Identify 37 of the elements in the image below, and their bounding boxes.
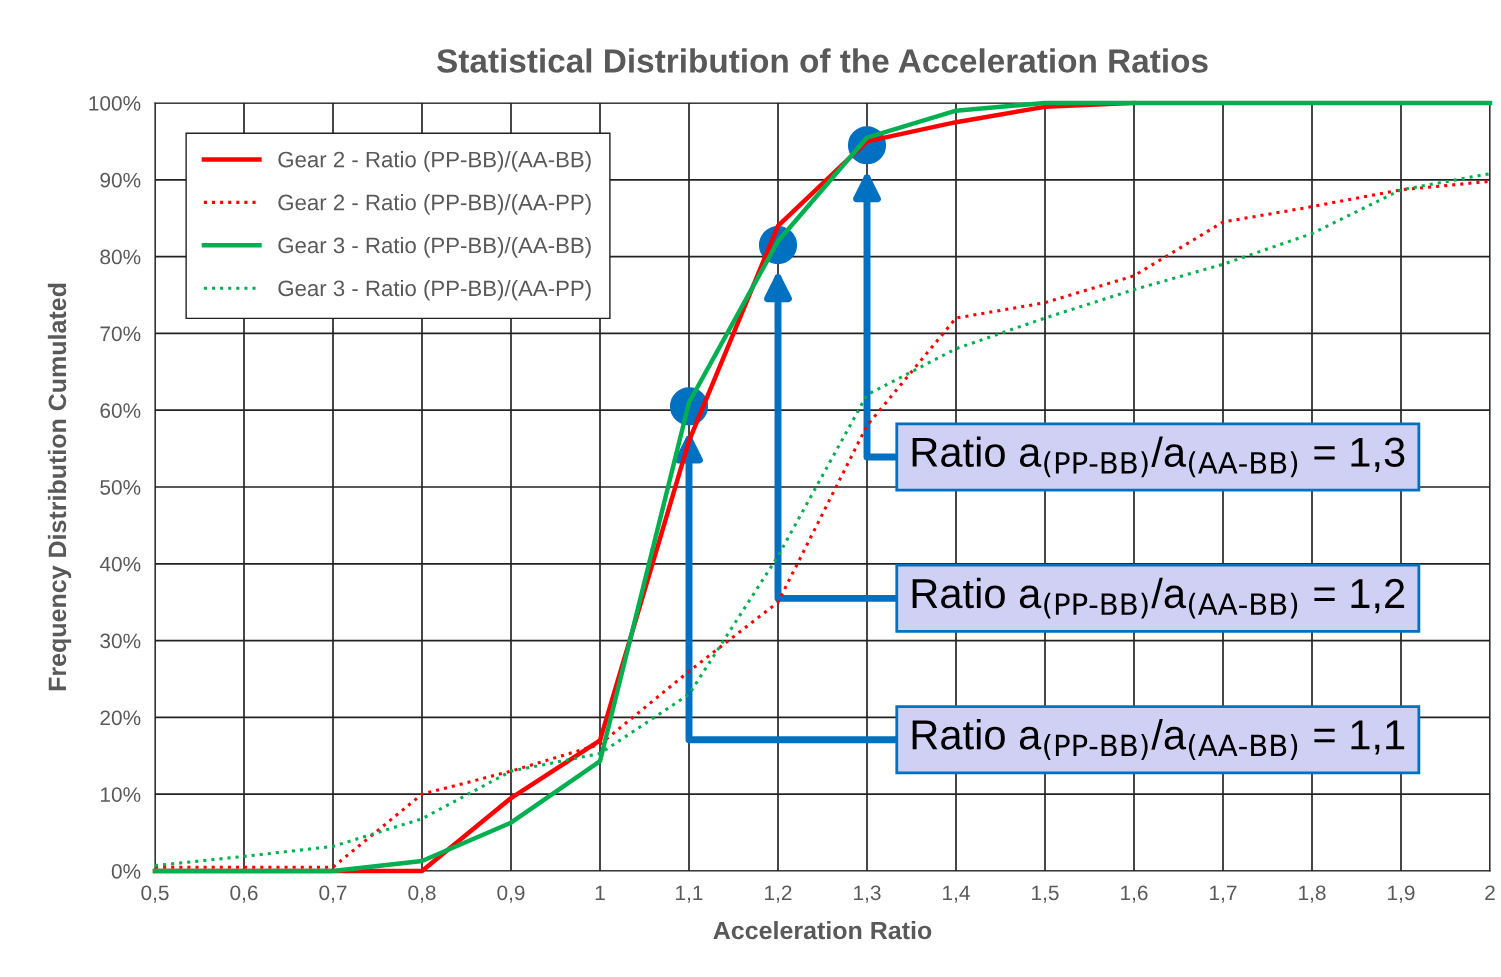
x-tick-label: 1,2 bbox=[765, 885, 792, 903]
y-tick-label: 10% bbox=[101, 787, 141, 802]
y-tick-label: 40% bbox=[99, 556, 141, 572]
y-tick-label: 20% bbox=[100, 710, 141, 726]
x-tick-label: 1,4 bbox=[943, 885, 970, 903]
y-tick-label: 90% bbox=[100, 172, 141, 188]
legend-label: Gear 3 - Ratio (PP-BB)/(AA-BB) bbox=[278, 236, 591, 258]
x-tick-label: 1,7 bbox=[1210, 885, 1237, 903]
x-tick-label: 1,5 bbox=[1032, 885, 1059, 903]
x-tick-label: 1,6 bbox=[1121, 885, 1148, 903]
x-tick-label: 0,7 bbox=[319, 885, 347, 903]
legend-label: Gear 2 - Ratio (PP-BB)/(AA-BB) bbox=[278, 151, 591, 172]
y-tick-label: 60% bbox=[100, 403, 141, 418]
y-tick-label: 30% bbox=[100, 633, 141, 649]
annotation: Ratio a$_{(PP-BB)}$/a$_{(AA-BB)}$ = 1,1 bbox=[912, 719, 1405, 760]
x-tick-label: 0,9 bbox=[497, 885, 525, 903]
y-tick-label: 50% bbox=[100, 480, 141, 495]
y-tick-label: 80% bbox=[100, 249, 141, 265]
x-tick-label: 1 bbox=[595, 885, 605, 900]
x-tick-label: 1,9 bbox=[1388, 885, 1415, 903]
annotation: Ratio a$_{(PP-BB)}$/a$_{(AA-BB)}$ = 1,2 bbox=[912, 577, 1405, 619]
x-axis-title: Acceleration Ratio bbox=[713, 920, 932, 940]
legend-label: Gear 2 - Ratio (PP-BB)/(AA-PP) bbox=[278, 194, 591, 215]
legend-label: Gear 3 - Ratio (PP-BB)/(AA-PP) bbox=[278, 279, 591, 301]
x-tick-label: 1,3 bbox=[854, 885, 881, 903]
x-tick-label: 0,8 bbox=[408, 885, 436, 903]
y-axis-title: Frequency Distribution Cumulated bbox=[47, 283, 72, 691]
x-tick-label: 1,1 bbox=[676, 885, 703, 903]
y-tick-label: 100% bbox=[89, 96, 141, 111]
annotation: Ratio a$_{(PP-BB)}$/a$_{(AA-BB)}$ = 1,3 bbox=[912, 436, 1405, 478]
x-tick-label: 0,6 bbox=[230, 885, 258, 903]
x-tick-label: 2 bbox=[1485, 885, 1495, 900]
y-tick-label: 70% bbox=[100, 326, 141, 342]
chart-title: Statistical Distribution of the Acceleration Ratios bbox=[437, 48, 1208, 73]
y-tick-label: 0% bbox=[111, 864, 141, 879]
x-tick-label: 1,8 bbox=[1299, 885, 1326, 903]
x-tick-label: 0,5 bbox=[141, 885, 169, 903]
